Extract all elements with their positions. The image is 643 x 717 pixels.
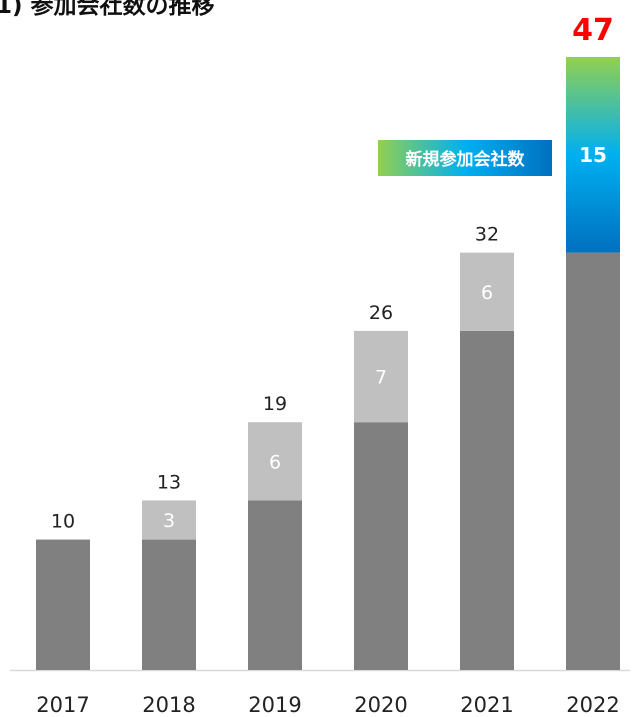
bar-base-2017	[36, 539, 90, 670]
segment-label-2019: 6	[269, 451, 281, 473]
x-tick-label-2018: 2018	[142, 693, 195, 717]
segment-label-2021: 6	[481, 282, 493, 304]
bar-base-2021	[460, 330, 514, 670]
bar-new-2022	[566, 57, 620, 253]
bar-base-2019	[248, 500, 302, 670]
chart-title: 1) 参加会社数の推移	[0, 0, 215, 19]
legend-label: 新規参加会社数	[406, 149, 526, 170]
x-tick-label-2020: 2020	[354, 693, 407, 717]
x-tick-label-2019: 2019	[248, 693, 301, 717]
bar-new-2020	[354, 330, 408, 423]
bar-base-2020	[354, 422, 408, 670]
bar-base-2022	[566, 252, 620, 670]
total-label-2018: 13	[157, 471, 181, 493]
total-label-2020: 26	[369, 302, 393, 324]
total-label-2017: 10	[51, 511, 75, 533]
segment-label-2018: 3	[163, 510, 175, 532]
legend-swatch	[378, 140, 552, 176]
segment-label-2022: 15	[579, 143, 607, 167]
x-tick-label-2017: 2017	[36, 693, 89, 717]
total-label-2019: 19	[263, 393, 287, 415]
bar-new-2019	[248, 422, 302, 501]
total-label-2022: 47	[572, 13, 614, 48]
total-label-2021: 32	[475, 224, 499, 246]
bar-new-2021	[460, 252, 514, 331]
x-tick-label-2022: 2022	[566, 693, 619, 717]
segment-label-2020: 7	[375, 367, 387, 389]
bar-base-2018	[142, 539, 196, 670]
x-tick-label-2021: 2021	[460, 693, 513, 717]
bar-new-2018	[142, 500, 196, 540]
